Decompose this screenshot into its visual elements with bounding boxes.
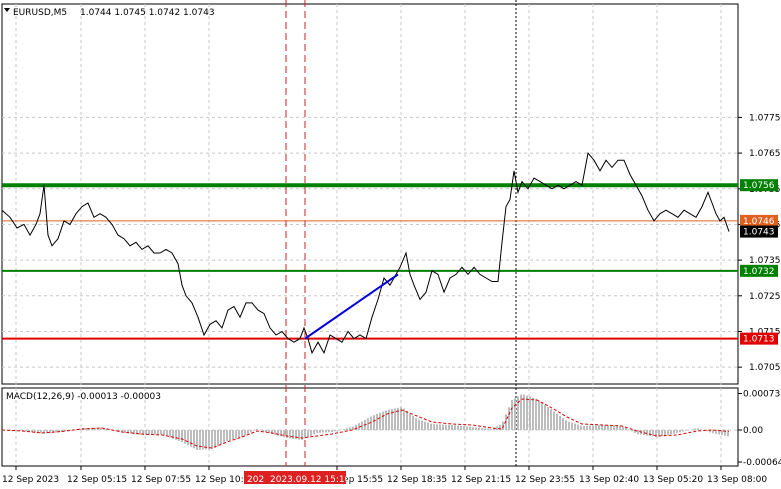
time-tick-label: 12 Sep 07:55	[131, 475, 191, 485]
grid	[1, 3, 739, 467]
price-line	[1, 151, 730, 355]
macd-tick-label: 0.00	[743, 426, 763, 436]
level-label-box	[740, 214, 778, 227]
price-tick-label: 1.0725	[749, 292, 781, 302]
highlight-time-label: 2023.09.12 15:10	[270, 475, 351, 485]
dropdown-triangle-icon	[4, 8, 10, 12]
time-tick-label: 12 Sep 15:55	[323, 475, 383, 485]
time-tick-label: 12 Sep 18:35	[387, 475, 447, 485]
level-label: 1.0756	[743, 181, 775, 191]
main-panel	[1, 0, 738, 466]
symbol-label: EURUSD,M5	[13, 8, 67, 18]
level-label-box	[740, 225, 778, 238]
highlight-time-partial: 202	[247, 475, 264, 485]
ohlc-label: 1.0744 1.0745 1.0742 1.0743	[80, 8, 215, 18]
level-label: 1.0713	[743, 335, 775, 345]
macd-signal-line	[1, 398, 730, 449]
time-axis: 12 Sep 2023 12 Sep 05:15 12 Sep 07:55 12 Se…	[2, 466, 767, 485]
price-tick-label: 1.0705	[749, 363, 781, 373]
time-tick-label: 12 Sep 21:15	[451, 475, 511, 485]
macd-frame	[1, 387, 739, 467]
price-tick-label: 1.0775	[749, 113, 781, 123]
price-tick-label: 1.0735	[749, 256, 781, 266]
level-label-box	[740, 332, 778, 345]
time-tick-label: 13 Sep 05:20	[643, 475, 703, 485]
highlight-time-box	[244, 471, 346, 484]
price-tick-label: 1.0765	[749, 149, 781, 159]
main-frame	[1, 3, 739, 385]
macd-title: MACD(12,26,9) -0.00013 -0.00003	[6, 392, 161, 402]
time-tick-label: 12 Sep 05:15	[67, 475, 127, 485]
macd-tick-label: 0.00073	[743, 390, 780, 400]
level-label-box	[740, 264, 778, 277]
level-label-box	[740, 179, 778, 192]
time-tick-label: 12 Sep 2023	[2, 475, 59, 485]
macd-panel	[1, 394, 738, 450]
time-tick-label: 12 Sep 23:55	[515, 475, 575, 485]
time-tick-label: 13 Sep 02:40	[579, 475, 639, 485]
time-tick-label: 13 Sep 08:00	[707, 475, 767, 485]
level-label: 1.0746	[743, 217, 775, 227]
trend-line	[304, 273, 399, 340]
macd-tick-label: -0.00064	[743, 458, 781, 468]
level-label: 1.0732	[743, 267, 775, 277]
price-axis: 1.07751.07651.07551.07451.07351.07251.07…	[738, 113, 781, 468]
price-tick-label: 1.0715	[749, 327, 781, 337]
level-label: 1.0743	[743, 228, 775, 238]
time-tick-label: 12 Sep 10:35	[195, 475, 255, 485]
